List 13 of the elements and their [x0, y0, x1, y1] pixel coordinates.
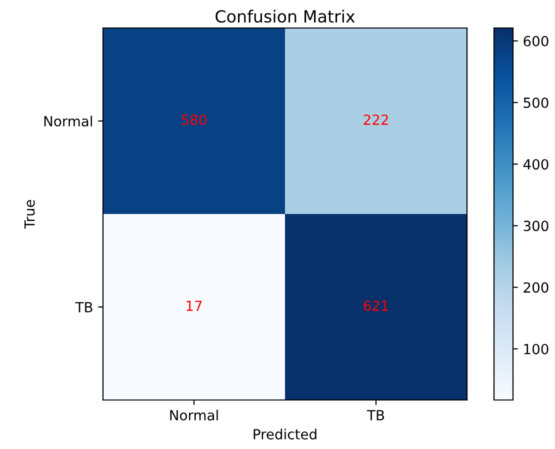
- x-axis-title: Predicted: [254, 428, 316, 440]
- data-label: 222: [364, 114, 388, 125]
- data-label: 580: [182, 114, 206, 126]
- data-label: 621: [364, 300, 388, 312]
- color-bar-label: 400: [523, 159, 548, 170]
- chart-title: Confusion Matrix: [216, 10, 355, 23]
- color-bar-label: 200: [524, 282, 548, 293]
- color-bar-label: 600: [524, 36, 548, 46]
- color-bar-label: 300: [524, 220, 548, 232]
- data-label: 17: [186, 300, 202, 311]
- color-bar-label: 100: [524, 344, 548, 354]
- y-axis-title: True: [24, 200, 35, 229]
- color-bar-label: 500: [524, 97, 548, 108]
